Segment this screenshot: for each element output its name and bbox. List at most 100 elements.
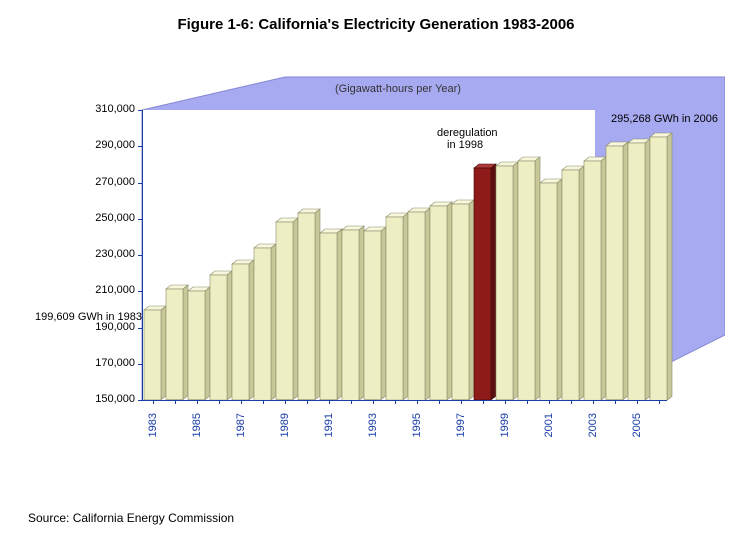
x-tick-mark (659, 400, 660, 404)
x-tick-label: 1993 (367, 413, 379, 437)
bar-front (474, 168, 491, 400)
bar-front (408, 212, 425, 401)
x-tick-label: 1983 (147, 413, 159, 437)
y-tick-label: 250,000 (95, 212, 135, 224)
plot-region (142, 110, 667, 400)
bar-front (606, 146, 623, 400)
x-tick-mark (571, 400, 572, 404)
bar-front (298, 213, 315, 400)
x-tick-label: 1987 (235, 413, 247, 437)
x-tick-label: 2001 (543, 413, 555, 437)
bar-front (320, 233, 337, 400)
source-label: Source: California Energy Commission (28, 511, 234, 525)
bar (606, 142, 628, 400)
x-tick-mark (373, 400, 374, 404)
x-tick-label: 1997 (455, 413, 467, 437)
x-tick-mark (351, 400, 352, 404)
y-tick-mark (138, 255, 142, 256)
y-tick-label: 290,000 (95, 139, 135, 151)
bar-front (364, 231, 381, 400)
bar-front (540, 183, 557, 401)
y-tick-mark (138, 146, 142, 147)
x-tick-mark (395, 400, 396, 404)
x-tick-mark (307, 400, 308, 404)
bar (540, 179, 562, 401)
y-tick-mark (138, 400, 142, 401)
bar (430, 202, 452, 400)
bar (254, 244, 276, 400)
y-tick-label: 150,000 (95, 393, 135, 405)
x-tick-label: 1999 (499, 413, 511, 437)
bar-front (430, 206, 447, 400)
bar (650, 133, 672, 400)
x-tick-mark (549, 400, 550, 404)
y-tick-label: 170,000 (95, 357, 135, 369)
x-tick-mark (285, 400, 286, 404)
x-tick-mark (219, 400, 220, 404)
x-tick-mark (527, 400, 528, 404)
bar-front (342, 230, 359, 400)
x-tick-mark (153, 400, 154, 404)
bar (496, 162, 518, 400)
x-tick-mark (263, 400, 264, 404)
bar-front (562, 170, 579, 400)
annotation-left: 199,609 GWh in 1983 (35, 311, 142, 323)
bar (166, 285, 188, 400)
bar-front (276, 222, 293, 400)
bar-front (628, 143, 645, 400)
bar (298, 209, 320, 400)
x-tick-mark (615, 400, 616, 404)
x-tick-label: 1985 (191, 413, 203, 437)
x-tick-mark (329, 400, 330, 404)
bar (386, 213, 408, 400)
x-tick-mark (175, 400, 176, 404)
x-tick-mark (197, 400, 198, 404)
y-tick-mark (138, 183, 142, 184)
bar-front (584, 161, 601, 400)
x-tick-label: 1991 (323, 413, 335, 437)
y-tick-label: 230,000 (95, 248, 135, 260)
bar-front (144, 310, 161, 400)
chart-subtitle: (Gigawatt-hours per Year) (335, 83, 461, 95)
bar (452, 200, 474, 400)
y-axis-line (142, 110, 143, 400)
bar (408, 208, 430, 401)
y-tick-mark (138, 328, 142, 329)
bar (232, 260, 254, 400)
bar (276, 218, 298, 400)
bar-front (386, 217, 403, 400)
bar-front (650, 137, 667, 400)
x-axis-line (142, 400, 667, 401)
bar (562, 166, 584, 400)
x-tick-mark (417, 400, 418, 404)
bar-front (254, 248, 271, 400)
x-tick-mark (637, 400, 638, 404)
bar-front (188, 291, 205, 400)
chart-area: (Gigawatt-hours per Year) 199,609 GWh in… (35, 75, 725, 475)
bar-front (496, 166, 513, 400)
y-tick-label: 310,000 (95, 103, 135, 115)
x-tick-label: 1989 (279, 413, 291, 437)
figure-title: Figure 1-6: California's Electricity Gen… (0, 16, 752, 33)
bar-front (166, 289, 183, 400)
y-tick-mark (138, 291, 142, 292)
x-tick-mark (439, 400, 440, 404)
x-tick-mark (241, 400, 242, 404)
x-tick-label: 1995 (411, 413, 423, 437)
bar (342, 226, 364, 400)
bar (320, 229, 342, 400)
bar-front (518, 161, 535, 400)
annotation-right: 295,268 GWh in 2006 (611, 113, 718, 125)
bar-side (667, 133, 672, 400)
bar (188, 287, 210, 400)
bar-front (210, 275, 227, 400)
x-tick-label: 2003 (587, 413, 599, 437)
annotation-dereg-2: in 1998 (447, 139, 483, 151)
y-tick-mark (138, 364, 142, 365)
bar (210, 271, 232, 400)
x-tick-mark (505, 400, 506, 404)
annotation-dereg-1: deregulation (437, 127, 498, 139)
bar (474, 164, 496, 400)
bar (628, 139, 650, 400)
y-tick-label: 210,000 (95, 284, 135, 296)
